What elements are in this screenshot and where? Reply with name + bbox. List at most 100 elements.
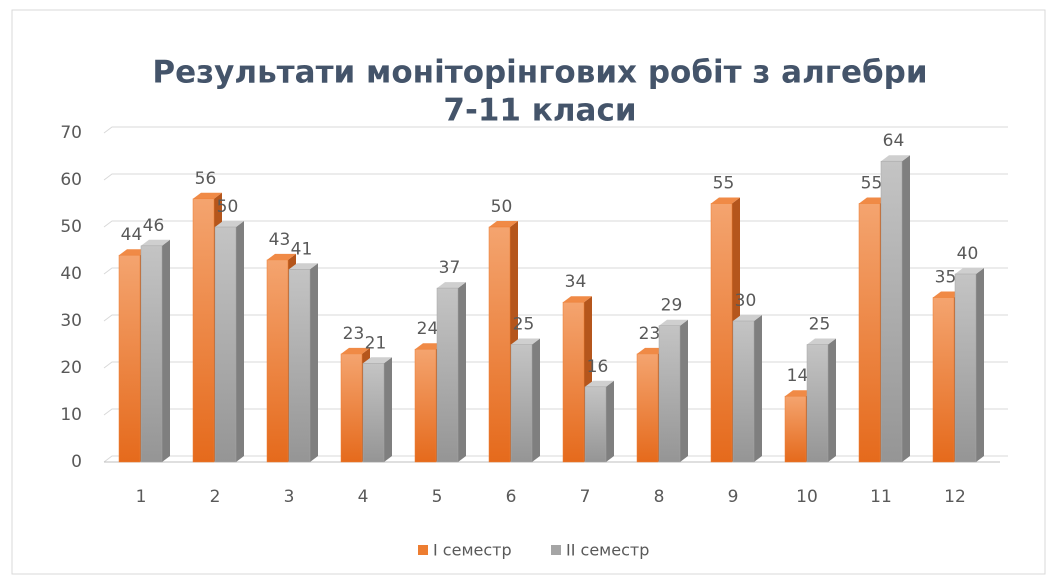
bar-side [754,315,762,462]
bar-side [606,380,614,462]
bar-top [881,155,910,162]
bar [436,287,459,463]
value-label: 50 [491,197,513,217]
grid-line [103,173,1008,181]
bar [880,160,903,463]
bar [140,245,163,463]
y-tick-label: 20 [60,358,82,378]
value-label: 14 [787,366,809,386]
y-tick-label: 40 [60,264,82,284]
value-label: 25 [513,315,535,335]
bar-top [341,347,370,354]
bar-top [585,380,614,387]
x-tick-label: 3 [284,487,295,507]
value-label: 35 [935,268,957,288]
bar [732,320,755,463]
y-tick-label: 50 [60,217,82,237]
value-label: 29 [661,296,683,316]
legend-swatch [551,545,561,555]
bar-top [711,197,740,204]
bar [562,301,585,463]
bar-top [193,192,222,199]
chart-subtitle: 7-11 класи [443,93,636,129]
x-tick-label: 6 [506,487,517,507]
bar [340,353,363,463]
value-label: 41 [291,239,313,259]
bar-top [563,296,592,303]
y-tick-label: 70 [60,123,82,143]
grid-line [103,220,1008,228]
bar [192,198,215,463]
value-label: 16 [587,357,609,377]
bar-top [489,221,518,227]
value-label: 37 [439,258,461,278]
bar [488,226,511,463]
value-label: 40 [957,244,979,264]
legend-label: I семестр [433,541,512,560]
grid-line [103,408,1008,416]
bar-side [532,338,540,462]
chart-title: Результати моніторінгових робіт з алгебр… [152,55,927,91]
bar [414,348,437,463]
bar [954,273,977,463]
bar [266,259,289,463]
bar-side [310,263,318,462]
grid-line [103,126,1008,134]
x-tick-label: 8 [654,487,665,507]
value-label: 64 [883,131,905,151]
value-label: 55 [713,174,735,194]
bar-top [289,263,318,270]
x-tick-label: 7 [580,487,591,507]
x-tick-label: 5 [432,487,443,507]
value-label: 24 [417,319,439,339]
bar-top [437,282,466,289]
bar-side [902,155,910,462]
y-tick-label: 0 [71,452,82,472]
x-tick-label: 11 [870,487,892,507]
bar-top [267,253,296,260]
value-label: 23 [343,324,365,344]
bar-side [828,338,836,462]
bar-top [733,315,762,321]
x-tick-label: 9 [728,487,739,507]
bar-side [458,282,466,462]
x-tick-label: 10 [796,487,818,507]
value-label: 21 [365,333,387,353]
bar [510,344,533,463]
bar-top [141,239,170,246]
value-label: 55 [861,174,883,194]
bar-side [384,357,392,462]
value-label: 34 [565,272,587,292]
value-label: 44 [121,225,143,245]
bar [658,325,681,463]
value-label: 43 [269,230,291,250]
bar-side [236,221,244,462]
bar-top [215,221,244,227]
bar [636,353,659,463]
legend-label: II семестр [566,541,649,560]
bar [806,344,829,463]
bar [362,363,385,463]
bar-top [659,319,688,326]
bar [932,297,955,463]
value-label: 56 [195,169,217,189]
y-tick-label: 10 [60,405,82,425]
x-tick-label: 12 [944,487,966,507]
bar [584,386,607,463]
bar-side [162,239,170,462]
bar-top [807,338,836,345]
value-label: 23 [639,324,661,344]
bar-top [511,338,540,345]
bar-side [680,319,688,462]
y-tick-label: 30 [60,311,82,331]
bar [858,203,881,463]
legend-swatch [418,545,428,555]
value-label: 30 [735,291,757,311]
x-tick-label: 2 [210,487,221,507]
value-label: 50 [217,197,239,217]
x-tick-label: 4 [358,487,369,507]
grid-line [103,314,1008,322]
bar-top [363,357,392,364]
bar [288,269,311,463]
